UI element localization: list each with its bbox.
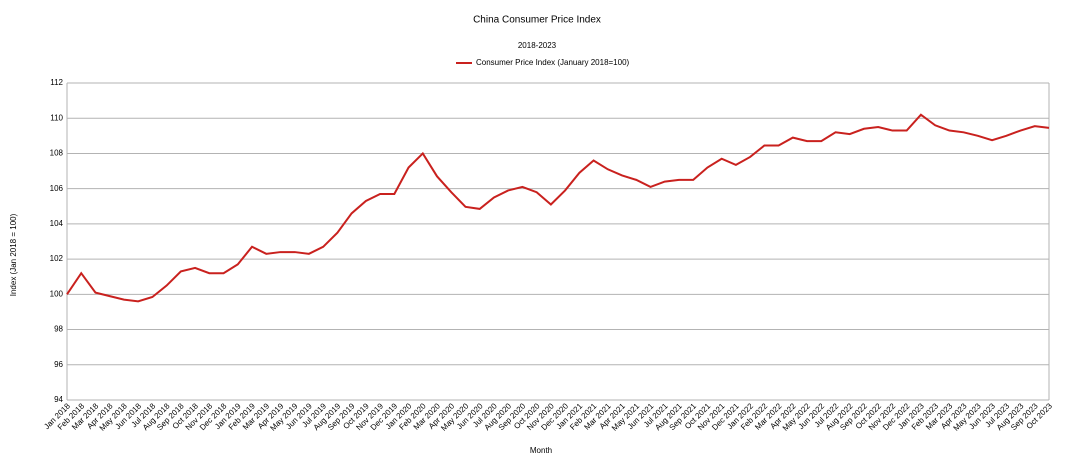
y-tick-label: 98	[54, 325, 63, 334]
y-tick-label: 110	[50, 113, 63, 122]
y-tick-label: 108	[50, 149, 64, 158]
y-tick-label: 104	[50, 219, 64, 228]
y-axis-label: Index (Jan 2018 = 100)	[9, 213, 18, 296]
y-tick-label: 102	[50, 254, 64, 263]
y-tick-label: 106	[50, 184, 64, 193]
y-tick-label: 96	[54, 360, 63, 369]
chart-title: China Consumer Price Index	[473, 15, 601, 26]
line-series	[66, 113, 1050, 303]
y-tick-label: 112	[50, 78, 63, 87]
y-tick-label: 100	[50, 289, 64, 298]
chart-subtitle: 2018-2023	[518, 41, 557, 50]
x-axis-label: Month	[530, 446, 552, 455]
y-tick-label: 94	[54, 395, 63, 404]
legend-label: Consumer Price Index (January 2018=100)	[476, 58, 630, 67]
